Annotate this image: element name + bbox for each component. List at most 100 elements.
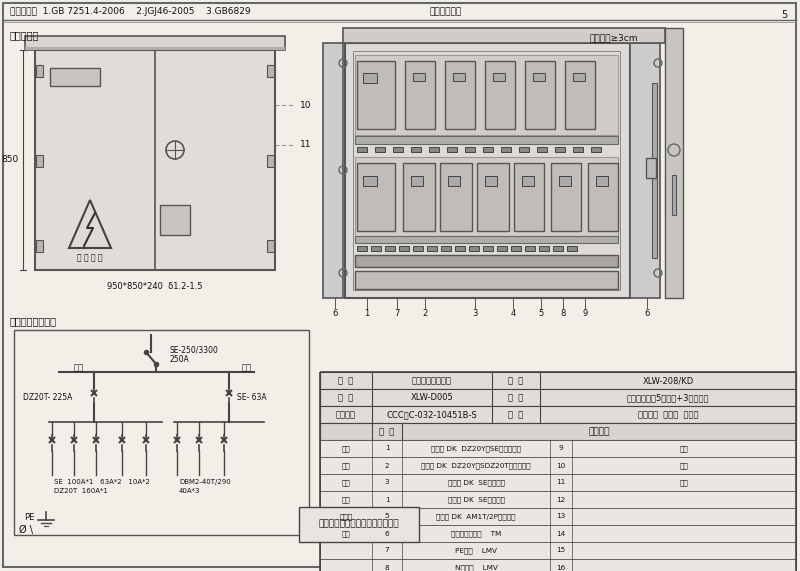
- Bar: [441, 246, 451, 251]
- Bar: [519, 147, 529, 152]
- Text: 6: 6: [644, 309, 650, 319]
- Bar: [411, 176, 423, 186]
- Text: 9: 9: [558, 445, 563, 452]
- Text: 设计: 设计: [342, 445, 350, 452]
- Text: 11: 11: [556, 480, 566, 485]
- Bar: [453, 73, 465, 81]
- Text: 壳体颜色：黄: 壳体颜色：黄: [430, 7, 462, 17]
- Bar: [375, 147, 385, 152]
- Bar: [469, 246, 479, 251]
- Bar: [485, 176, 497, 186]
- Bar: [511, 246, 521, 251]
- Text: 日期: 日期: [342, 530, 350, 537]
- Text: 用  途: 用 途: [508, 410, 524, 419]
- Bar: [320, 457, 796, 474]
- Text: 10: 10: [300, 100, 311, 110]
- Bar: [440, 163, 472, 231]
- Text: 16: 16: [556, 565, 566, 570]
- Text: 断路器 DK  DZ20Y（SE）透明系列: 断路器 DK DZ20Y（SE）透明系列: [431, 445, 521, 452]
- Text: XLW-208/KD: XLW-208/KD: [642, 376, 694, 385]
- Text: 5: 5: [781, 10, 787, 20]
- Bar: [465, 147, 475, 152]
- Bar: [399, 246, 409, 251]
- Bar: [357, 147, 367, 152]
- Text: 4: 4: [510, 309, 516, 319]
- Bar: [355, 255, 618, 267]
- Bar: [267, 240, 274, 252]
- Text: 动力: 动力: [74, 364, 84, 372]
- Text: 5: 5: [385, 513, 390, 520]
- Text: 总装配图：: 总装配图：: [10, 30, 39, 40]
- Bar: [555, 147, 565, 152]
- Bar: [497, 246, 507, 251]
- Text: 2: 2: [385, 463, 390, 468]
- Bar: [299, 507, 419, 542]
- Text: 电器连接原理图：: 电器连接原理图：: [10, 316, 57, 326]
- Text: 7: 7: [394, 309, 400, 319]
- Bar: [411, 147, 421, 152]
- Bar: [323, 43, 343, 298]
- Bar: [559, 176, 571, 186]
- Text: 审核: 审核: [342, 496, 350, 503]
- Text: 3: 3: [385, 480, 390, 485]
- Bar: [393, 147, 403, 152]
- Bar: [35, 50, 275, 270]
- Text: 裸铜加绝缘诊讨    TM: 裸铜加绝缘诊讨 TM: [451, 530, 501, 537]
- Bar: [355, 236, 618, 243]
- Text: 名  称: 名 称: [338, 376, 354, 385]
- Bar: [320, 525, 796, 542]
- Text: 3: 3: [472, 309, 478, 319]
- Bar: [665, 28, 683, 298]
- Bar: [591, 147, 601, 152]
- Bar: [355, 271, 618, 289]
- Bar: [405, 61, 435, 129]
- Bar: [363, 176, 377, 186]
- Text: 门锁: 门锁: [680, 479, 688, 486]
- Bar: [477, 163, 509, 231]
- Bar: [267, 65, 274, 77]
- Text: 断路器 DK  SE透明系列: 断路器 DK SE透明系列: [447, 496, 505, 503]
- Text: CCC：C-032-10451B-S: CCC：C-032-10451B-S: [386, 410, 478, 419]
- Bar: [525, 61, 555, 129]
- Text: DBM2-40T/290: DBM2-40T/290: [179, 479, 230, 485]
- Text: 元件间距≥3cm: 元件间距≥3cm: [590, 34, 638, 42]
- Bar: [455, 246, 465, 251]
- Bar: [483, 246, 493, 251]
- Bar: [596, 176, 608, 186]
- Bar: [573, 147, 583, 152]
- Bar: [320, 372, 796, 571]
- Bar: [357, 163, 395, 231]
- Bar: [320, 491, 796, 508]
- Bar: [355, 157, 618, 237]
- Bar: [483, 147, 493, 152]
- Text: 7: 7: [385, 548, 390, 553]
- Text: 40A*3: 40A*3: [179, 488, 201, 494]
- Bar: [588, 163, 618, 231]
- Text: DZ20T  160A*1: DZ20T 160A*1: [54, 488, 108, 494]
- Text: 标牌: 标牌: [680, 462, 688, 469]
- Text: 14: 14: [556, 530, 566, 537]
- Bar: [355, 55, 618, 135]
- Text: 1: 1: [385, 497, 390, 502]
- Bar: [522, 176, 534, 186]
- Bar: [25, 36, 285, 50]
- Bar: [514, 163, 544, 231]
- Bar: [320, 423, 796, 440]
- Text: 哈尔滨市龙瑞电气（成套设备）厂: 哈尔滨市龙瑞电气（成套设备）厂: [318, 520, 399, 529]
- Text: 主要配件: 主要配件: [588, 427, 610, 436]
- Bar: [357, 246, 367, 251]
- Bar: [14, 330, 309, 535]
- Bar: [413, 246, 423, 251]
- Text: 照明: 照明: [242, 364, 252, 372]
- Bar: [345, 43, 630, 298]
- Text: 执行标准：  1.GB 7251.4-2006    2.JGJ46-2005    3.GB6829: 执行标准： 1.GB 7251.4-2006 2.JGJ46-2005 3.GB…: [10, 7, 250, 17]
- Bar: [320, 389, 796, 406]
- Bar: [646, 158, 656, 178]
- Bar: [551, 163, 581, 231]
- Bar: [525, 246, 535, 251]
- Bar: [50, 68, 100, 86]
- Text: 8: 8: [560, 309, 566, 319]
- Bar: [630, 43, 660, 298]
- Bar: [320, 474, 796, 491]
- Text: 校核: 校核: [342, 479, 350, 486]
